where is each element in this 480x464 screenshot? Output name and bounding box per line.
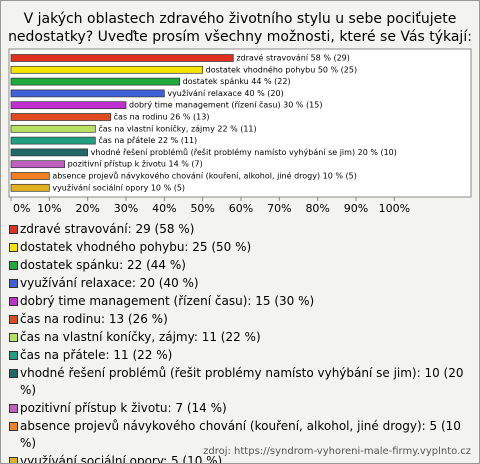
legend-item: dostatek vhodného pohybu: 25 (50 %) (9, 239, 464, 256)
value-label: dostatek spánku 44 % (22) (183, 77, 291, 86)
legend-item: čas na vlastní koníčky, zájmy: 11 (22 %) (9, 329, 464, 346)
legend-item: absence projevů návykového chování (kouř… (9, 418, 464, 452)
x-tick-label: 70% (267, 202, 291, 215)
x-tick-label: 80% (305, 202, 329, 215)
bar (10, 136, 96, 145)
legend-swatch (9, 422, 18, 431)
legend-swatch (9, 457, 18, 463)
legend-swatch (9, 315, 18, 324)
legend-swatch (9, 333, 18, 342)
legend-swatch (9, 297, 18, 306)
legend-label: pozitivní přístup k životu: 7 (14 %) (20, 401, 227, 415)
legend-label: vhodné řešení problémů (řešit problémy n… (20, 366, 464, 397)
x-tick-label: 40% (152, 202, 176, 215)
legend: zdravé stravování: 29 (58 %) dostatek vho… (9, 221, 464, 464)
legend-swatch (9, 351, 18, 360)
value-label: pozitivní přístup k životu 14 % (7) (68, 160, 203, 169)
legend-item: dobrý time management (řízení času): 15 … (9, 293, 464, 310)
x-tick-label: 20% (75, 202, 99, 215)
bar (10, 89, 165, 98)
value-label: absence projevů návykového chování (kouř… (52, 171, 357, 181)
chart-title: nedostatky? Uveďte prosím všechny možnos… (8, 29, 472, 45)
legend-swatch (9, 261, 18, 270)
bar (10, 148, 89, 157)
value-label: zdravé stravování 58 % (29) (236, 53, 350, 63)
legend-label: absence projevů návykového chování (kouř… (20, 419, 461, 450)
plot-area (8, 48, 472, 198)
source: zdroj: https://syndrom-vyhoreni-male-fir… (203, 446, 471, 457)
legend-label: zdravé stravování: 29 (58 %) (20, 222, 195, 236)
legend-item: zdravé stravování: 29 (58 %) (9, 221, 464, 238)
legend-item: pozitivní přístup k životu: 7 (14 %) (9, 400, 464, 417)
value-label: využívání relaxace 40 % (20) (167, 89, 283, 98)
x-tick-label: 50% (190, 202, 214, 215)
legend-swatch (9, 243, 18, 252)
x-tick-label: 10% (37, 202, 61, 215)
legend-label: využívání sociální opory: 5 (10 %) (20, 454, 223, 464)
legend-label: čas na vlastní koníčky, zájmy: 11 (22 %) (20, 330, 261, 344)
legend-item: dostatek spánku: 22 (44 %) (9, 257, 464, 274)
value-label: dostatek vhodného pohybu 50 % (25) (206, 64, 357, 74)
x-tick-label: 30% (114, 202, 138, 215)
legend-label: dostatek vhodného pohybu: 25 (50 %) (20, 240, 252, 254)
bar (10, 183, 50, 192)
legend-swatch (9, 404, 18, 413)
legend-item: čas na přátele: 11 (22 %) (9, 347, 464, 364)
x-tick-label: 100% (379, 202, 410, 215)
x-tick-label: 60% (229, 202, 253, 215)
legend-item: čas na rodinu: 13 (26 %) (9, 311, 464, 328)
legend-swatch (9, 225, 18, 234)
legend-swatch (9, 369, 18, 378)
bar (10, 113, 112, 121)
bar (10, 65, 204, 74)
chart-title: V jakých oblastech zdravého životního st… (24, 11, 457, 27)
bar (10, 172, 50, 180)
legend-label: dobrý time management (řízení času): 15 … (20, 294, 315, 308)
legend-item: využívání relaxace: 20 (40 %) (9, 275, 464, 292)
bar (10, 124, 96, 133)
legend-item: vhodné řešení problémů (řešit problémy n… (9, 365, 464, 399)
legend-label: dostatek spánku: 22 (44 %) (20, 258, 186, 272)
value-label: čas na vlastní koníčky, zájmy 22 % (11) (98, 123, 256, 133)
value-label: dobrý time management (řízení času) 30 %… (129, 100, 322, 110)
legend-label: čas na rodinu: 13 (26 %) (20, 312, 168, 326)
bar (10, 77, 181, 86)
value-label: čas na rodinu 26 % (13) (114, 112, 210, 122)
x-tick-label: 0% (13, 202, 30, 215)
bar (10, 101, 127, 110)
legend-item: využívání sociální opory: 5 (10 %) (9, 453, 464, 464)
legend-label: využívání relaxace: 20 (40 %) (20, 276, 199, 290)
bar (10, 160, 66, 169)
legend-swatch (9, 279, 18, 288)
chart: V jakých oblastech zdravého životního st… (8, 11, 472, 215)
x-tick-label: 90% (344, 202, 368, 215)
value-label: využívání sociální opory 10 % (5) (52, 183, 185, 192)
value-label: čas na přátele 22 % (11) (98, 135, 197, 145)
legend-label: čas na přátele: 11 (22 %) (20, 348, 173, 362)
bar (10, 54, 234, 62)
value-label: vhodné řešení problémů (řešit problémy n… (91, 147, 397, 157)
